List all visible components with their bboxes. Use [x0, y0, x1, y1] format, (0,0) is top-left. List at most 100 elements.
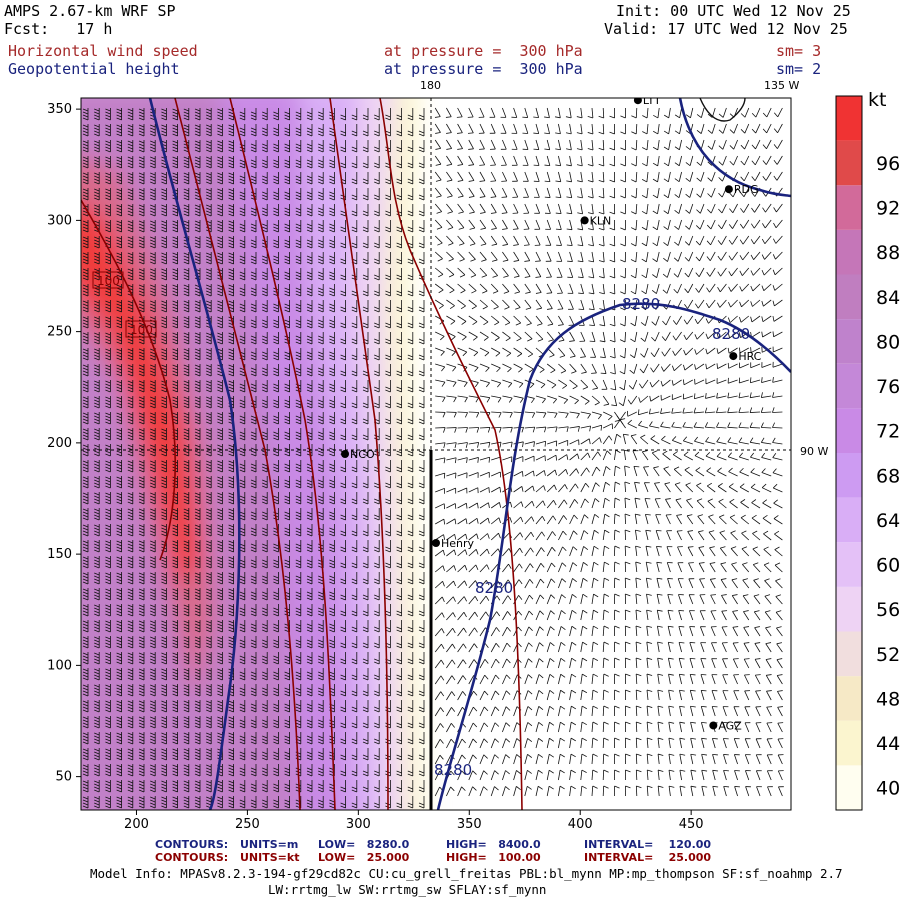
colorbar-swatch [836, 765, 862, 810]
height-label-2: 8280 [712, 325, 750, 343]
station-dot [633, 98, 642, 105]
station-label: RDG [734, 183, 759, 196]
colorbar-tick-label: 48 [876, 688, 900, 710]
colorbar-tick-label: 68 [876, 465, 900, 487]
valid-time: Valid: 17 UTC Wed 12 Nov 25 [604, 20, 848, 38]
colorbar-tick-label: 40 [876, 778, 900, 800]
speed-contour-low: LOW= 25.000 [318, 851, 410, 864]
station-label: HRC [738, 350, 761, 363]
colorbar-tick-label: 64 [876, 510, 900, 532]
x-axis: 200 250 300 350 400 450 [124, 810, 704, 832]
height-contour-interval: INTERVAL= 120.00 [584, 838, 712, 851]
colorbar-swatch [836, 453, 862, 498]
y-tick-label: 200 [47, 436, 72, 451]
colorbar-swatch [836, 676, 862, 721]
height-contours [148, 98, 791, 810]
colorbar-swatch [836, 408, 862, 453]
x-tick-label: 200 [124, 817, 149, 832]
speed-label-1: 100 [97, 274, 120, 288]
station-dot [709, 721, 718, 730]
init-time: Init: 00 UTC Wed 12 Nov 25 [616, 2, 851, 20]
shaded-wind-field [81, 98, 791, 810]
colorbar-tick-label: 76 [876, 376, 900, 398]
speed-contour-high: HIGH= 100.00 [446, 851, 541, 864]
colorbar-tick-label: 56 [876, 599, 900, 621]
x-tick-label: 300 [346, 817, 371, 832]
colorbar-swatch [836, 542, 862, 587]
height-label-4: 8280 [434, 761, 472, 779]
y-axis: 50 100 150 200 250 300 350 [47, 102, 81, 785]
meridian-180-label: 180 [420, 79, 441, 92]
colorbar-tick-label: 92 [876, 198, 900, 220]
field2-level: at pressure = 300 hPa [384, 60, 583, 78]
colorbar-tick-label: 96 [876, 153, 900, 175]
field2-name: Geopotential height [8, 60, 180, 78]
forecast-hour: Fcst: 17 h [4, 20, 113, 38]
colorbar-unit: kt [868, 89, 886, 111]
height-contour-high: HIGH= 8400.0 [446, 838, 541, 851]
height-label-3: 8280 [475, 579, 513, 597]
plot-frame [80, 97, 792, 811]
height-contour-label: CONTOURS: [155, 838, 229, 851]
speed-contours [81, 98, 523, 810]
colorbar-tick-label: 44 [876, 733, 900, 755]
model-title: AMPS 2.67-km WRF SP [4, 2, 176, 20]
field1-level: at pressure = 300 hPa [384, 42, 583, 60]
top-right-contour [699, 98, 746, 122]
y-tick-label: 100 [47, 658, 72, 673]
colorbar-swatch [836, 140, 862, 186]
speed-contour-units: UNITS=kt [240, 851, 300, 864]
x-tick-label: 400 [568, 817, 593, 832]
station-dot [724, 185, 733, 194]
speed-contour-label: CONTOURS: [155, 851, 229, 864]
x-tick-label: 450 [679, 817, 704, 832]
station-dot [432, 539, 440, 547]
color-bar: 40 44 48 52 56 60 64 68 72 76 80 84 88 92 96 kt [835, 89, 900, 811]
colorbar-swatch [836, 319, 862, 364]
station-dot [341, 450, 350, 458]
stations: LTT RDG KLN HRC NCO Henry AGZ [341, 94, 799, 732]
y-tick-label: 50 [55, 770, 72, 785]
station-label: KLN [590, 214, 612, 227]
height-label-1: 8280 [622, 295, 660, 313]
contour-labels: 8280 8280 8280 8280 100 100 [92, 271, 750, 779]
field1-name: Horizontal wind speed [8, 42, 198, 60]
height-contour-units: UNITS=m [240, 838, 299, 851]
colorbar-swatch [836, 720, 862, 766]
y-tick-label: 350 [47, 102, 72, 117]
colorbar-swatch [836, 229, 862, 275]
colorbar-tick-label: 88 [876, 242, 900, 264]
speed-contour-interval: INTERVAL= 25.000 [584, 851, 712, 864]
station-dot [729, 352, 738, 361]
colorbar-swatch [836, 631, 862, 677]
colorbar-tick-label: 84 [876, 287, 900, 309]
field1-smoothing: sm= 3 [776, 42, 822, 60]
colorbar-swatch [836, 586, 862, 632]
colorbar-tick-label: 72 [876, 421, 900, 443]
field2-smoothing: sm= 2 [776, 60, 822, 78]
colorbar-swatch [836, 274, 862, 320]
y-tick-label: 150 [47, 547, 72, 562]
x-tick-label: 350 [457, 817, 482, 832]
colorbar-swatch [836, 497, 862, 543]
station-dot [791, 570, 799, 578]
colorbar-swatch [836, 363, 862, 409]
station-label: LTT [643, 94, 661, 107]
y-tick-label: 300 [47, 213, 72, 228]
station-label: NCO [350, 448, 375, 461]
colorbar-tick-label: 52 [876, 644, 900, 666]
colorbar-tick-label: 60 [876, 555, 900, 577]
colorbar-tick-label: 80 [876, 331, 900, 353]
x-tick-label: 250 [235, 817, 260, 832]
station-label: Henry [441, 537, 475, 550]
speed-label-2: 100 [130, 323, 153, 337]
y-tick-label: 250 [47, 325, 72, 340]
colorbar-swatch [836, 96, 862, 141]
meridian-90w-label: 90 W [800, 445, 828, 458]
station-label: AGZ [718, 719, 742, 732]
model-info-line1: Model Info: MPASv8.2.3-194-gf29cd82c CU:… [90, 866, 843, 881]
model-info-line2: LW:rrtmg_lw SW:rrtmg_sw SFLAY:sf_mynn [268, 882, 547, 897]
wind-barbs [82, 107, 784, 809]
